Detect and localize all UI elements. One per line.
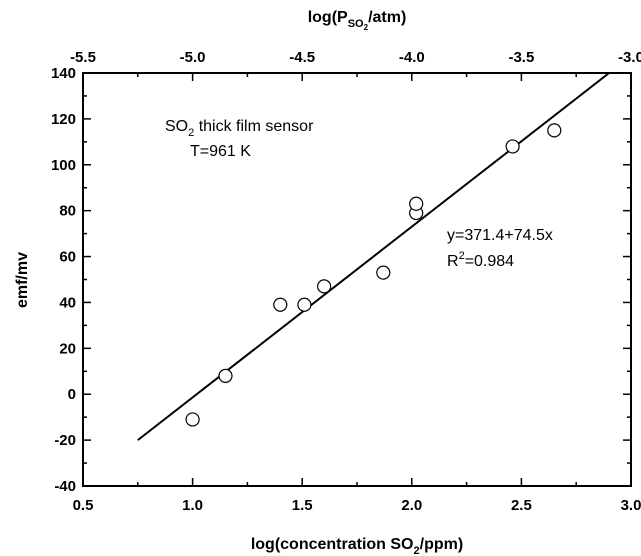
top-x-tick-label: -3.0 (618, 49, 641, 66)
top-x-tick-label: -5.5 (70, 49, 96, 66)
data-point (297, 297, 312, 312)
x-tick-label: 3.0 (621, 497, 641, 514)
x-tick-label: 2.5 (511, 497, 532, 514)
data-point (547, 123, 562, 138)
data-point (505, 139, 520, 154)
y-tick-label: 100 (51, 157, 76, 174)
x-tick-label: 1.0 (182, 497, 203, 514)
top-x-tick-label: -5.0 (180, 49, 206, 66)
y-tick-label: 20 (59, 340, 76, 357)
y-tick-label: 80 (59, 203, 76, 220)
y-tick-label: 120 (51, 111, 76, 128)
top-x-tick-label: -4.0 (399, 49, 425, 66)
ticks (82, 72, 632, 487)
data-point (317, 279, 332, 294)
data-point (185, 412, 200, 427)
y-tick-label: 0 (68, 386, 76, 403)
r-squared-label: R2=0.984 (447, 250, 514, 270)
x-tick-label: 1.5 (292, 497, 313, 514)
equation-label: y=371.4+74.5x (447, 227, 553, 244)
y-tick-label: -20 (54, 432, 76, 449)
data-point (409, 196, 424, 211)
y-tick-label: 40 (59, 294, 76, 311)
x-tick-label: 0.5 (73, 497, 94, 514)
fit-line (137, 72, 610, 441)
x-tick-label: 2.0 (401, 497, 422, 514)
data-point (376, 265, 391, 280)
y-axis-title: emf/mv (14, 252, 31, 308)
temperature-label: T=961 K (190, 143, 251, 160)
top-axis-title: log(PSO2/atm) (308, 9, 407, 32)
y-tick-label: -40 (54, 478, 76, 495)
top-x-tick-label: -4.5 (289, 49, 315, 66)
top-x-tick-label: -3.5 (508, 49, 534, 66)
data-point (273, 297, 288, 312)
y-tick-label: 140 (51, 65, 76, 82)
data-point (218, 368, 233, 383)
tick-labels: 0.5 1.0 1.5 2.0 2.5 3.0 -5.5 -5.0 -4.5 -4.0 -3.5 -3… (51, 49, 641, 514)
x-axis-title: log(concentration SO2/ppm) (251, 536, 463, 556)
data-points (185, 123, 562, 427)
y-tick-label: 60 (59, 249, 76, 266)
sensor-label: SO2 thick film sensor (165, 118, 314, 139)
